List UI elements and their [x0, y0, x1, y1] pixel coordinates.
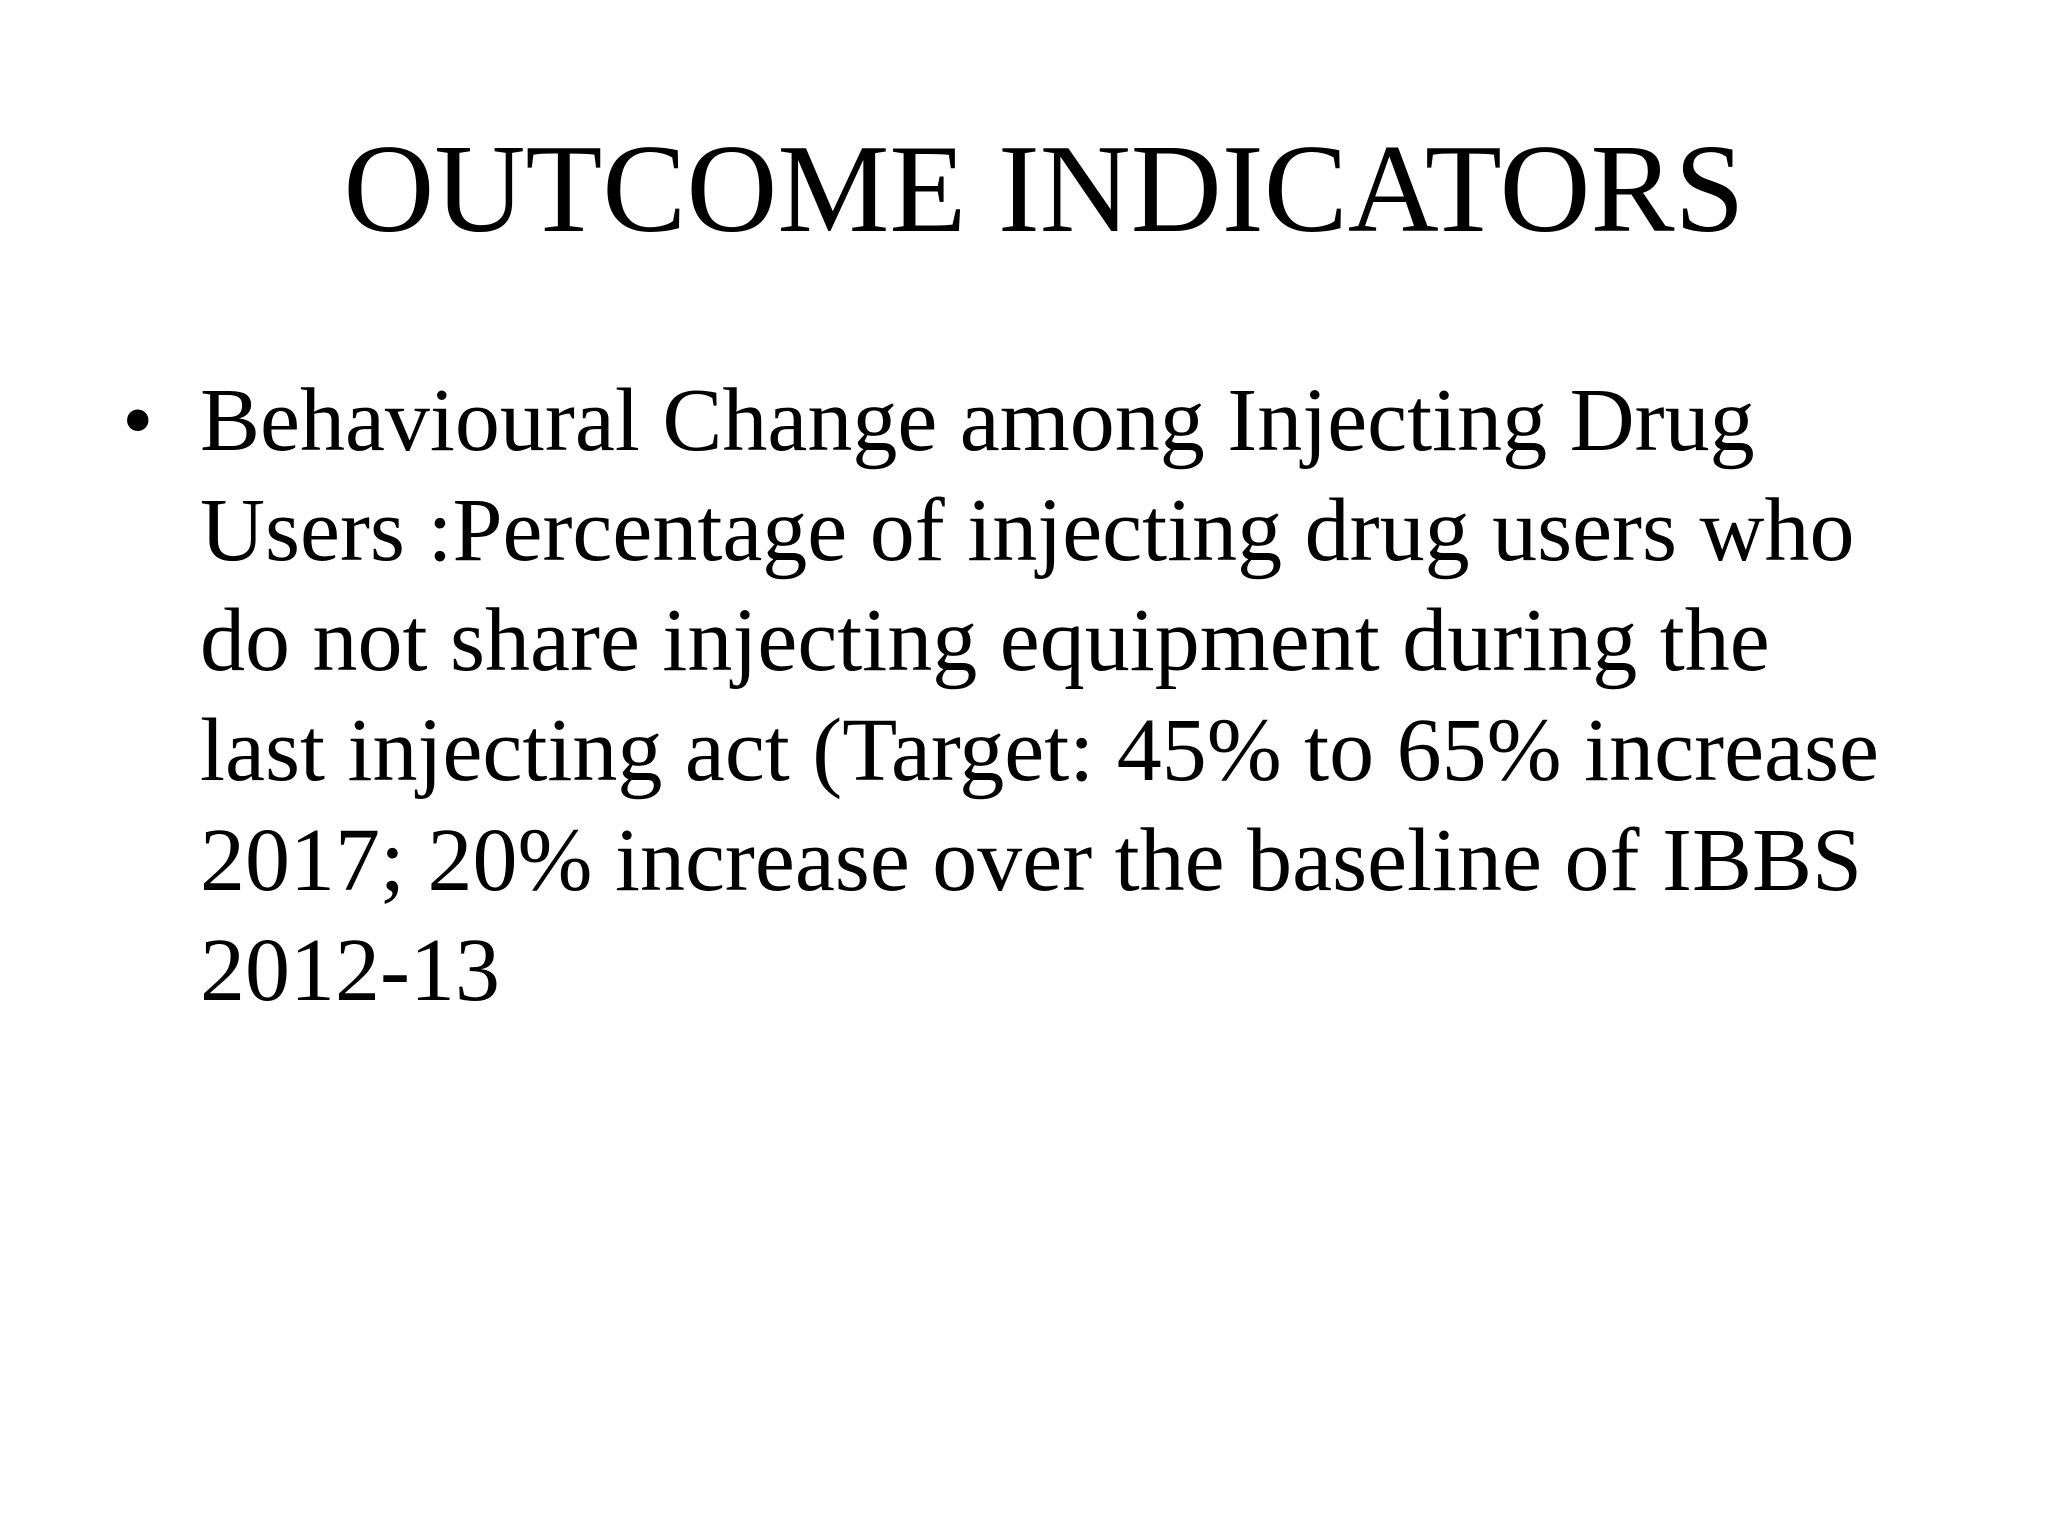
bullet-text-line: 2017; 20% increase over the baseline of …	[200, 811, 1863, 910]
bullet-text-line: Users :Percentage of injecting drug user…	[200, 481, 1855, 580]
bullet-text-line: Behavioural Change among Injecting Drug	[200, 371, 1755, 470]
bullet-marker: •	[122, 371, 154, 470]
bullet-list: • Behavioural Change among Injecting Dru…	[122, 366, 1942, 1026]
bullet-text: Behavioural Change among Injecting Drug U…	[200, 366, 1942, 1026]
bullet-item: • Behavioural Change among Injecting Dru…	[122, 366, 1942, 1026]
slide-title: OUTCOME INDICATORS	[343, 120, 1745, 259]
bullet-text-line: do not share injecting equipment during …	[200, 591, 1770, 690]
bullet-text-line: 2012-13	[200, 921, 500, 1020]
bullet-text-line: last injecting act (Target: 45% to 65% i…	[200, 701, 1879, 800]
